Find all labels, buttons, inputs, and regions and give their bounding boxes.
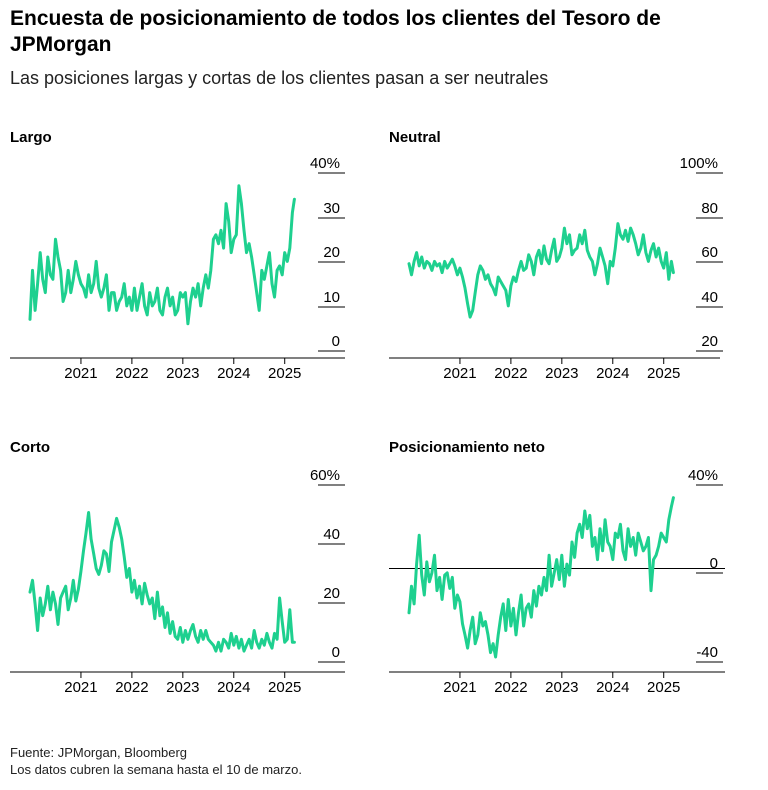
- x-tick-label: 2022: [115, 679, 148, 696]
- y-tick-label: 60: [701, 244, 718, 261]
- y-tick-label: 40%: [310, 155, 340, 172]
- x-tick-label: 2024: [217, 365, 250, 382]
- panel-title: Posicionamiento neto: [389, 439, 545, 456]
- x-tick-label: 2025: [268, 365, 301, 382]
- x-tick-label: 2022: [115, 365, 148, 382]
- y-tick-label: 40: [701, 289, 718, 306]
- panel-title: Corto: [10, 439, 50, 456]
- y-tick-label: 80: [701, 200, 718, 217]
- y-tick-label: 10: [323, 289, 340, 306]
- chart-subtitle: Las posiciones largas y cortas de los cl…: [10, 68, 549, 88]
- x-tick-label: 2021: [64, 679, 97, 696]
- x-tick-label: 2025: [647, 679, 680, 696]
- series-line-largo: [28, 184, 296, 326]
- x-tick-label: 2023: [545, 365, 578, 382]
- y-tick-label: 20: [323, 244, 340, 261]
- panel-title: Largo: [10, 129, 52, 146]
- x-tick-label: 2023: [545, 679, 578, 696]
- series-line-posicionamiento-neto: [407, 496, 675, 659]
- x-tick-label: 2025: [268, 679, 301, 696]
- series-line-neutral: [407, 222, 675, 319]
- chart-panel-corto: Corto 60% 40 20 0 2021 2022 2023 2024 2025: [10, 439, 345, 696]
- y-tick-label: 60%: [310, 467, 340, 484]
- y-tick-label: 40: [323, 526, 340, 543]
- y-tick-label: 30: [323, 200, 340, 217]
- y-tick-label: 0: [332, 333, 340, 350]
- x-tick-label: 2022: [494, 365, 527, 382]
- chart-panel-neutral: Neutral 100% 80 60 40 20 2021 2022 2023 2024 2025: [389, 129, 723, 382]
- x-tick-label: 2022: [494, 679, 527, 696]
- x-tick-label: 2023: [166, 365, 199, 382]
- y-tick-label: 20: [701, 333, 718, 350]
- panel-title: Neutral: [389, 129, 441, 146]
- chart-panel-posicionamiento-neto: Posicionamiento neto 40% 0 -40 2021 2022 2023 2…: [389, 439, 725, 696]
- data-note: Los datos cubren la semana hasta el 10 d…: [10, 762, 302, 777]
- x-tick-label: 2024: [596, 365, 629, 382]
- x-tick-label: 2021: [443, 365, 476, 382]
- y-tick-label: -40: [696, 644, 718, 661]
- y-tick-label: 0: [332, 644, 340, 661]
- series-line-corto: [28, 511, 296, 653]
- chart-panel-largo: Largo 40% 30 20 10 0 2021 2022 2023 2024 2025: [10, 129, 345, 382]
- x-tick-label: 2024: [217, 679, 250, 696]
- y-tick-label: 40%: [688, 467, 718, 484]
- x-tick-label: 2023: [166, 679, 199, 696]
- x-tick-label: 2024: [596, 679, 629, 696]
- x-tick-label: 2021: [64, 365, 97, 382]
- source-note: Fuente: JPMorgan, Bloomberg: [10, 745, 188, 760]
- x-tick-label: 2021: [443, 679, 476, 696]
- footer: Fuente: JPMorgan, Bloomberg Los datos cu…: [10, 744, 302, 778]
- y-tick-label: 0: [710, 555, 718, 572]
- chart-title: Encuesta de posicionamiento de todos los…: [10, 7, 661, 56]
- x-tick-label: 2025: [647, 365, 680, 382]
- y-tick-label: 100%: [680, 155, 718, 172]
- y-tick-label: 20: [323, 585, 340, 602]
